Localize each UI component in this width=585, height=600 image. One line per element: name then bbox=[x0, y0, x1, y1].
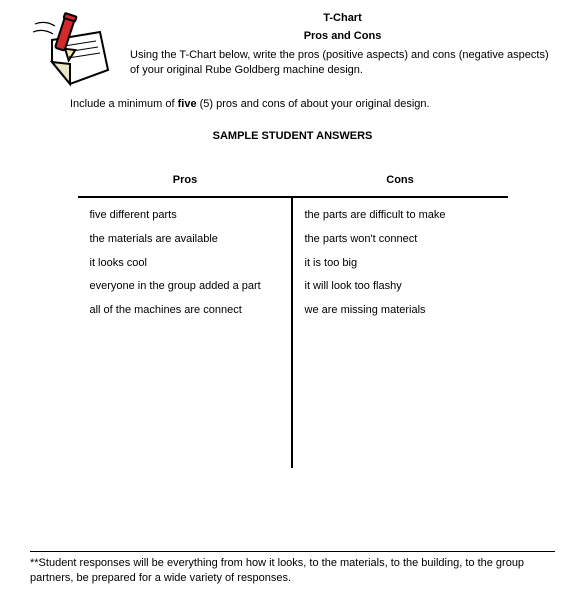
footnote: **Student responses will be everything f… bbox=[30, 551, 555, 586]
sample-heading: SAMPLE STUDENT ANSWERS bbox=[30, 130, 555, 142]
list-item: the parts are difficult to make bbox=[305, 208, 496, 223]
list-item: five different parts bbox=[90, 208, 279, 223]
list-item: the parts won't connect bbox=[305, 232, 496, 247]
instruction-top: Using the T-Chart below, write the pros … bbox=[130, 48, 555, 78]
t-chart: Pros Cons five different parts the mater… bbox=[78, 166, 508, 476]
list-item: we are missing materials bbox=[305, 303, 496, 318]
list-item: it looks cool bbox=[90, 256, 279, 271]
tchart-cons-column: the parts are difficult to make the part… bbox=[293, 198, 508, 468]
list-item: it is too big bbox=[305, 256, 496, 271]
page-subtitle: Pros and Cons bbox=[130, 30, 555, 42]
list-item: it will look too flashy bbox=[305, 279, 496, 294]
worksheet-icon bbox=[30, 12, 120, 95]
page-title: T-Chart bbox=[130, 12, 555, 24]
list-item: the materials are available bbox=[90, 232, 279, 247]
pencil-note-icon bbox=[30, 12, 120, 92]
tchart-header-pros: Pros bbox=[78, 166, 293, 196]
instruction-bold: five bbox=[178, 98, 197, 110]
instruction-post: (5) pros and cons of about your original… bbox=[197, 98, 430, 110]
tchart-header-cons: Cons bbox=[293, 166, 508, 196]
instruction-pre: Include a minimum of bbox=[70, 98, 178, 110]
tchart-pros-column: five different parts the materials are a… bbox=[78, 198, 293, 468]
list-item: everyone in the group added a part bbox=[90, 279, 279, 294]
instruction-full: Include a minimum of five (5) pros and c… bbox=[70, 97, 535, 112]
list-item: all of the machines are connect bbox=[90, 303, 279, 318]
